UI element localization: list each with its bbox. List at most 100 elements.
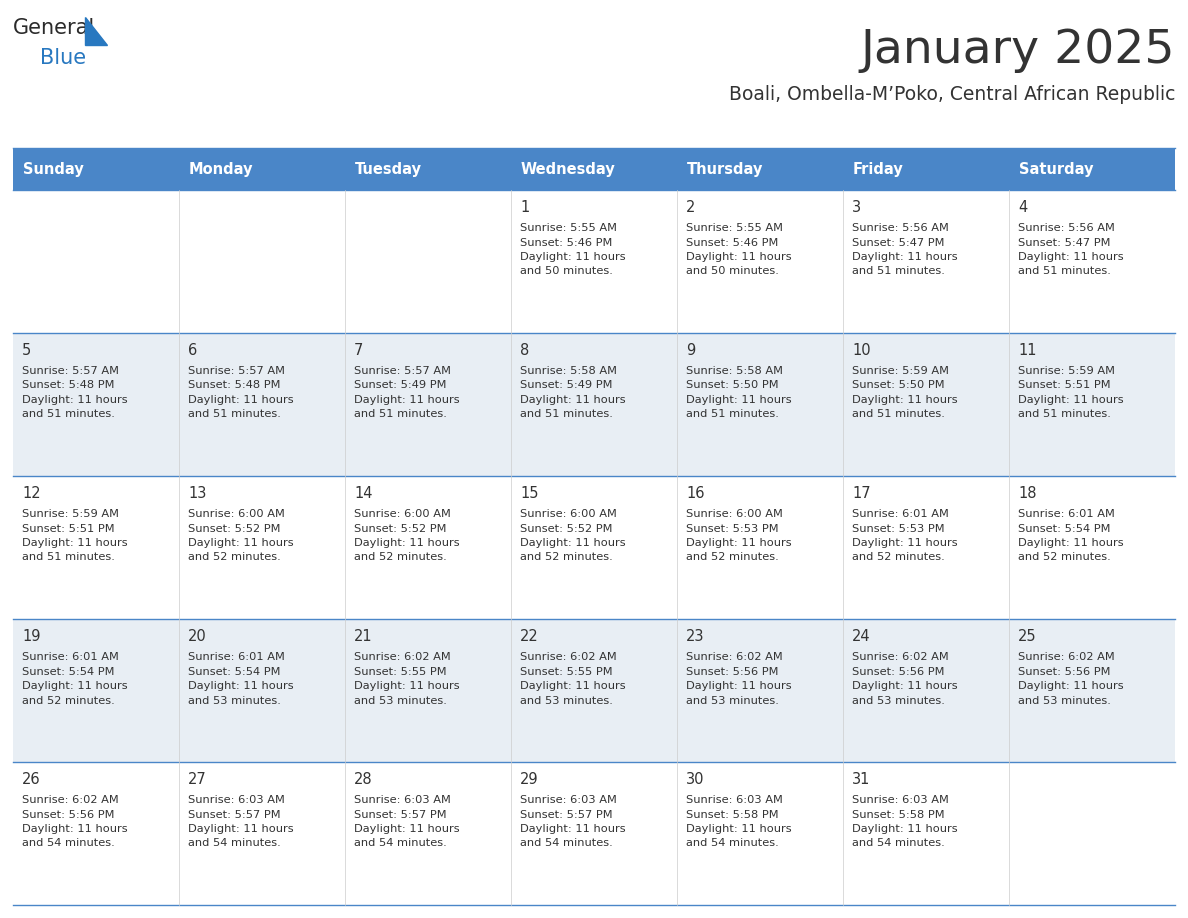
Bar [1009,333,1175,476]
Text: Daylight: 11 hours: Daylight: 11 hours [23,824,127,834]
Text: Sunset: 5:53 PM: Sunset: 5:53 PM [685,523,778,533]
Text: 5: 5 [23,343,31,358]
Text: Daylight: 11 hours: Daylight: 11 hours [852,252,958,262]
Text: Sunrise: 6:03 AM: Sunrise: 6:03 AM [188,795,285,805]
Text: Sunrise: 5:56 AM: Sunrise: 5:56 AM [852,223,949,233]
Text: Daylight: 11 hours: Daylight: 11 hours [685,538,791,548]
Text: Sunrise: 6:00 AM: Sunrise: 6:00 AM [520,509,617,519]
Bar [677,476,843,619]
Text: 25: 25 [1018,629,1037,644]
Bar [677,333,843,476]
Text: Tuesday: Tuesday [355,162,422,176]
Text: Sunset: 5:48 PM: Sunset: 5:48 PM [23,380,114,390]
Text: 6: 6 [188,343,197,358]
Text: 27: 27 [188,772,207,787]
Text: and 54 minutes.: and 54 minutes. [852,838,944,848]
Polygon shape [86,17,107,45]
Bar [179,619,345,762]
Text: Sunrise: 6:01 AM: Sunrise: 6:01 AM [23,652,119,662]
Text: Saturday: Saturday [1019,162,1093,176]
Bar [1009,619,1175,762]
Text: Sunrise: 6:00 AM: Sunrise: 6:00 AM [685,509,783,519]
Text: Daylight: 11 hours: Daylight: 11 hours [685,252,791,262]
Bar [511,148,677,190]
Text: Daylight: 11 hours: Daylight: 11 hours [685,681,791,691]
Text: 3: 3 [852,200,861,215]
Bar [843,619,1009,762]
Text: Daylight: 11 hours: Daylight: 11 hours [23,538,127,548]
Text: Blue: Blue [40,48,86,68]
Text: Sunrise: 5:55 AM: Sunrise: 5:55 AM [685,223,783,233]
Text: Sunset: 5:53 PM: Sunset: 5:53 PM [852,523,944,533]
Text: Daylight: 11 hours: Daylight: 11 hours [188,538,293,548]
Text: Sunset: 5:57 PM: Sunset: 5:57 PM [188,810,280,820]
Bar [179,476,345,619]
Text: and 54 minutes.: and 54 minutes. [354,838,447,848]
Text: and 54 minutes.: and 54 minutes. [23,838,115,848]
Text: Daylight: 11 hours: Daylight: 11 hours [188,395,293,405]
Bar [13,619,179,762]
Text: 16: 16 [685,486,704,501]
Text: Sunset: 5:46 PM: Sunset: 5:46 PM [520,238,612,248]
Text: Sunset: 5:52 PM: Sunset: 5:52 PM [354,523,447,533]
Text: Monday: Monday [189,162,253,176]
Text: Boali, Ombella-M’Poko, Central African Republic: Boali, Ombella-M’Poko, Central African R… [728,85,1175,104]
Text: and 51 minutes.: and 51 minutes. [1018,409,1111,420]
Text: Sunset: 5:57 PM: Sunset: 5:57 PM [354,810,447,820]
Text: 24: 24 [852,629,871,644]
Text: Sunset: 5:56 PM: Sunset: 5:56 PM [23,810,114,820]
Text: Daylight: 11 hours: Daylight: 11 hours [1018,252,1124,262]
Text: and 52 minutes.: and 52 minutes. [685,553,779,563]
Text: 18: 18 [1018,486,1036,501]
Text: and 51 minutes.: and 51 minutes. [23,409,115,420]
Text: and 53 minutes.: and 53 minutes. [685,696,779,706]
Text: and 50 minutes.: and 50 minutes. [685,266,779,276]
Text: 13: 13 [188,486,207,501]
Text: Sunset: 5:47 PM: Sunset: 5:47 PM [1018,238,1111,248]
Text: 8: 8 [520,343,529,358]
Text: Daylight: 11 hours: Daylight: 11 hours [354,824,460,834]
Text: 14: 14 [354,486,373,501]
Text: Daylight: 11 hours: Daylight: 11 hours [520,538,626,548]
Bar [1009,762,1175,905]
Text: 9: 9 [685,343,695,358]
Bar [345,762,511,905]
Text: Daylight: 11 hours: Daylight: 11 hours [354,681,460,691]
Text: Sunrise: 6:01 AM: Sunrise: 6:01 AM [188,652,285,662]
Text: Daylight: 11 hours: Daylight: 11 hours [520,824,626,834]
Text: Sunset: 5:58 PM: Sunset: 5:58 PM [685,810,778,820]
Text: Daylight: 11 hours: Daylight: 11 hours [520,395,626,405]
Text: Daylight: 11 hours: Daylight: 11 hours [188,681,293,691]
Text: Daylight: 11 hours: Daylight: 11 hours [685,395,791,405]
Bar [13,333,179,476]
Bar [843,762,1009,905]
Text: Sunrise: 5:59 AM: Sunrise: 5:59 AM [1018,366,1116,376]
Text: Daylight: 11 hours: Daylight: 11 hours [520,252,626,262]
Text: and 53 minutes.: and 53 minutes. [520,696,613,706]
Bar [677,148,843,190]
Text: Daylight: 11 hours: Daylight: 11 hours [852,538,958,548]
Text: Sunset: 5:57 PM: Sunset: 5:57 PM [520,810,613,820]
Text: Daylight: 11 hours: Daylight: 11 hours [354,538,460,548]
Text: Sunrise: 6:03 AM: Sunrise: 6:03 AM [685,795,783,805]
Text: and 50 minutes.: and 50 minutes. [520,266,613,276]
Text: Sunrise: 6:00 AM: Sunrise: 6:00 AM [188,509,285,519]
Text: Sunset: 5:54 PM: Sunset: 5:54 PM [23,666,114,677]
Text: Daylight: 11 hours: Daylight: 11 hours [520,681,626,691]
Text: 29: 29 [520,772,538,787]
Bar [843,333,1009,476]
Text: Sunday: Sunday [23,162,83,176]
Text: Sunrise: 5:59 AM: Sunrise: 5:59 AM [852,366,949,376]
Text: Sunrise: 5:55 AM: Sunrise: 5:55 AM [520,223,617,233]
Text: Thursday: Thursday [687,162,764,176]
Text: and 51 minutes.: and 51 minutes. [354,409,447,420]
Bar [511,190,677,333]
Text: Sunrise: 6:02 AM: Sunrise: 6:02 AM [354,652,450,662]
Bar [1009,476,1175,619]
Text: Friday: Friday [853,162,904,176]
Text: Sunset: 5:56 PM: Sunset: 5:56 PM [852,666,944,677]
Text: 23: 23 [685,629,704,644]
Text: Sunset: 5:55 PM: Sunset: 5:55 PM [354,666,447,677]
Text: and 53 minutes.: and 53 minutes. [354,696,447,706]
Text: and 54 minutes.: and 54 minutes. [520,838,613,848]
